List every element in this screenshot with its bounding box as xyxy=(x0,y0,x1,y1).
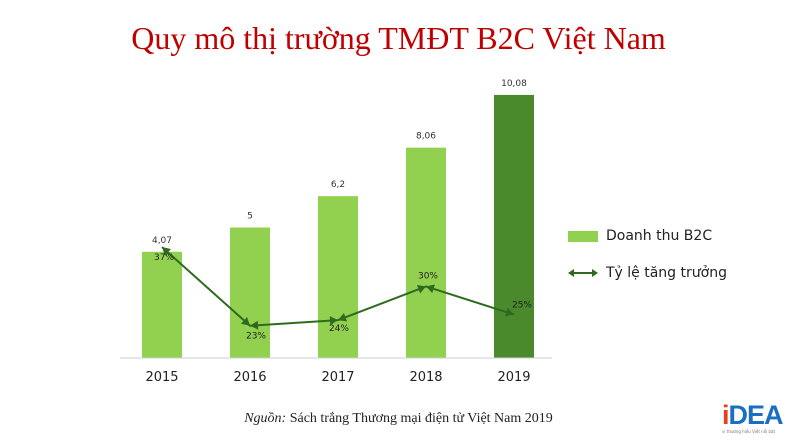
logo-tagline: vì thương hiệu Việt nổi bật xyxy=(722,429,776,434)
bar-2018 xyxy=(406,147,446,358)
chart-title: Quy mô thị trường TMĐT B2C Việt Nam xyxy=(131,20,666,56)
legend: Doanh thu B2C Tỷ lệ tăng trưởng xyxy=(568,226,727,300)
x-tick-2016: 2016 xyxy=(233,370,266,385)
legend-swatch-bar xyxy=(568,230,598,242)
bar-label-2017: 6,2 xyxy=(331,180,345,190)
growth-label-2017: 24% xyxy=(329,324,349,334)
growth-arrow-2016-a xyxy=(250,320,259,330)
growth-arrow-2017-a xyxy=(338,313,348,322)
bar-2019 xyxy=(494,94,534,359)
growth-arrow-2018-a xyxy=(426,284,435,294)
bar-label-2018: 8,06 xyxy=(416,132,436,142)
bar-2016 xyxy=(230,227,270,358)
legend-label-line: Tỷ lệ tăng trưởng xyxy=(606,265,727,281)
source-text: Sách trắng Thương mại điện tử Việt Nam 2… xyxy=(286,411,553,426)
legend-item-bar: Doanh thu B2C xyxy=(568,226,727,246)
legend-item-line: Tỷ lệ tăng trưởng xyxy=(568,263,727,283)
bar-label-2015: 4,07 xyxy=(152,236,172,246)
growth-label-2018: 30% xyxy=(418,271,438,281)
bar-label-2019: 10,08 xyxy=(501,79,527,89)
x-tick-2019: 2019 xyxy=(497,370,530,385)
growth-arrow-2015-b xyxy=(241,317,250,326)
bar-label-2016: 5 xyxy=(247,212,253,222)
growth-arrow-2015-a xyxy=(162,247,171,256)
growth-arrow-2018-b xyxy=(505,307,514,317)
legend-swatch-line xyxy=(568,269,598,277)
logo-i: i xyxy=(722,400,729,430)
growth-label-2019: 25% xyxy=(512,301,532,311)
x-tick-2017: 2017 xyxy=(321,370,354,385)
legend-label-bar: Doanh thu B2C xyxy=(606,228,713,244)
growth-arrow-2017-b xyxy=(416,285,426,294)
x-tick-2015: 2015 xyxy=(145,370,178,385)
growth-arrow-2016-b xyxy=(329,316,338,326)
growth-label-2015: 37% xyxy=(154,253,174,263)
source-note: Nguồn: Sách trắng Thương mại điện tử Việ… xyxy=(0,411,797,427)
idea-logo: iDEA vì thương hiệu Việt nổi bật xyxy=(722,402,786,436)
logo-dea: DEA xyxy=(728,400,784,430)
x-tick-2018: 2018 xyxy=(409,370,442,385)
bar-2017 xyxy=(318,196,358,358)
source-prefix: Nguồn: xyxy=(244,411,287,426)
growth-label-2016: 23% xyxy=(246,332,266,342)
bar-2015 xyxy=(142,251,182,358)
